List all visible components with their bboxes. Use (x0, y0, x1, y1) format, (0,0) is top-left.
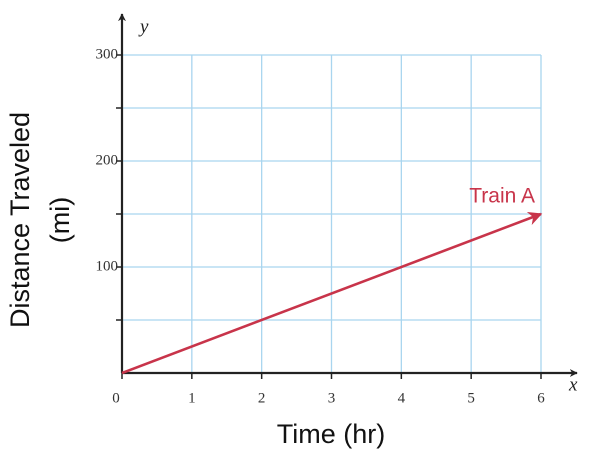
y-tick-label: 100 (96, 258, 119, 274)
y-axis-name: y (138, 16, 149, 37)
x-tick-label: 4 (398, 390, 406, 406)
x-tick-label: 5 (467, 390, 475, 406)
y-tick-label: 200 (96, 152, 119, 168)
x-axis-label: Time (hr) (277, 419, 386, 449)
series-line (121, 211, 543, 375)
series-label: Train A (469, 185, 535, 208)
x-axis-name: x (568, 374, 578, 395)
x-tick-label: 2 (258, 390, 266, 406)
y-axis-label: Distance Traveled (5, 112, 35, 328)
x-tick-label: 1 (188, 390, 196, 406)
x-tick-label: 0 (112, 390, 120, 406)
y-axis-label: (mi) (45, 197, 75, 243)
x-tick-label: 3 (328, 390, 336, 406)
x-tick-label: 6 (537, 390, 545, 406)
y-tick-label: 300 (96, 46, 119, 62)
